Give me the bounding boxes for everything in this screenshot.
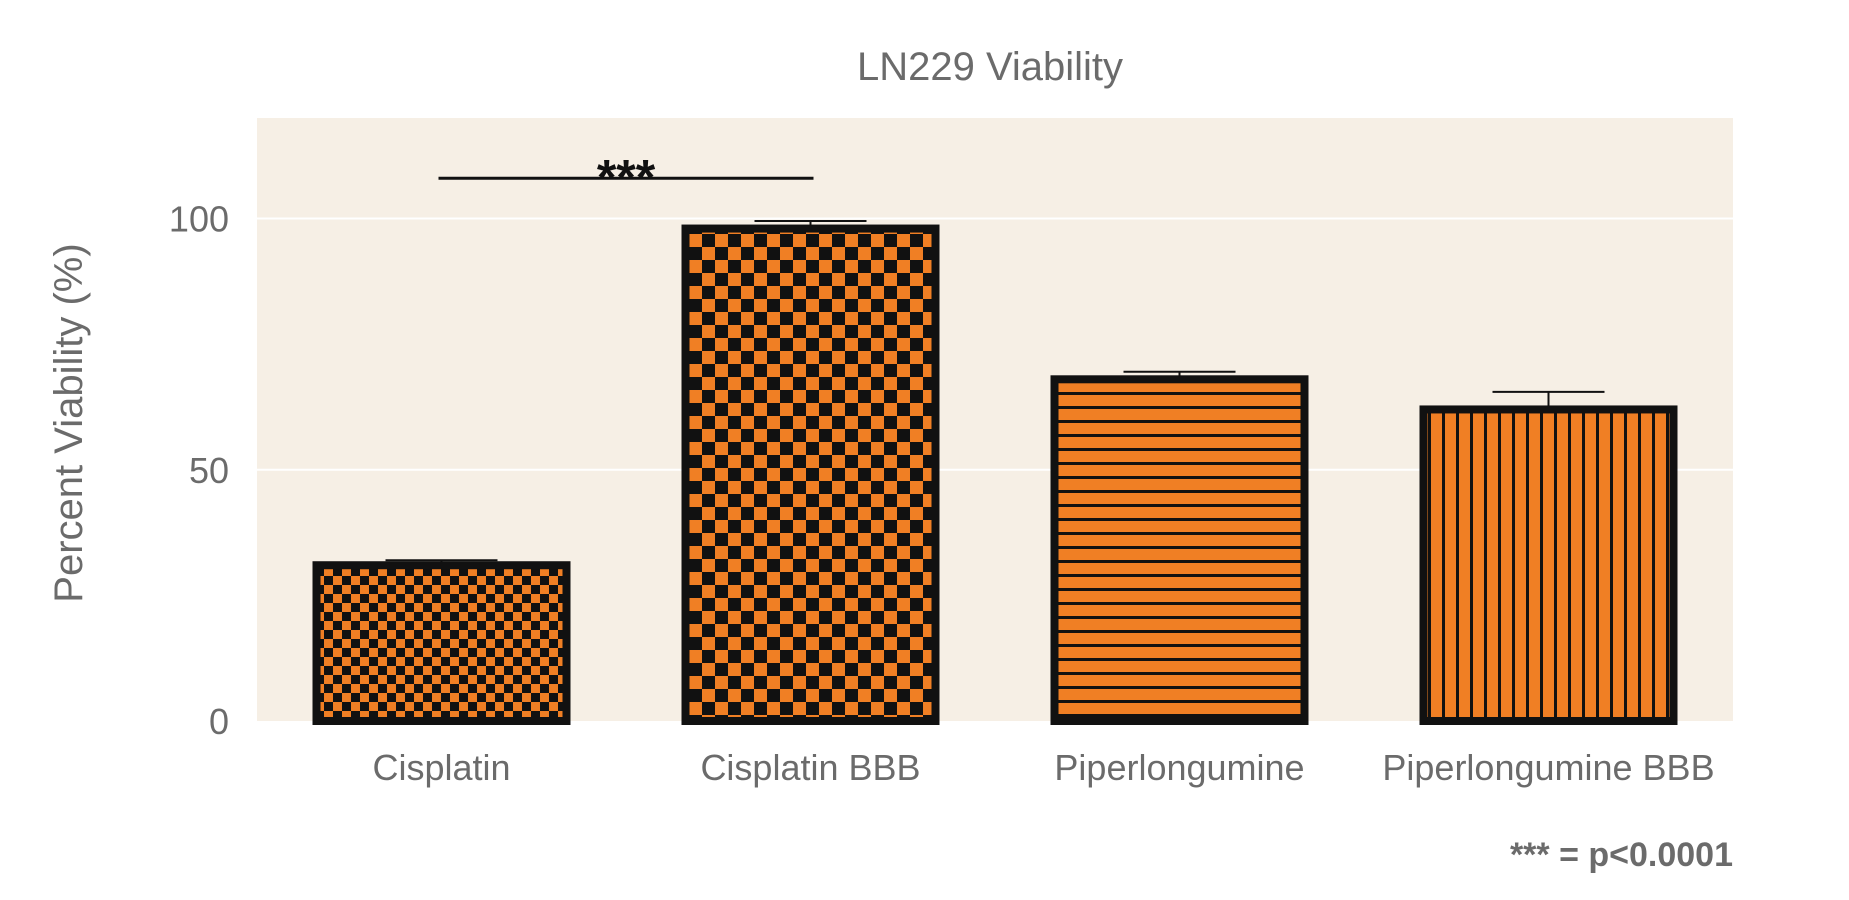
bar [1050, 375, 1309, 725]
y-tick-label: 100 [169, 199, 229, 240]
bar [681, 224, 940, 726]
y-tick-labels: 0 50 100 [169, 199, 229, 743]
x-category-label: Cisplatin BBB [700, 747, 920, 788]
x-category-labels: Cisplatin Cisplatin BBB Piperlongumine Pipe… [372, 747, 1714, 788]
bar [312, 561, 571, 725]
chart-title: LN229 Viability [857, 45, 1123, 89]
y-tick-label: 50 [189, 450, 229, 491]
bar [1419, 405, 1678, 725]
footnote: *** = p<0.0001 [1510, 836, 1733, 874]
x-category-label: Cisplatin [372, 747, 510, 788]
x-category-label: Piperlongumine [1054, 747, 1304, 788]
y-tick-label: 0 [209, 701, 229, 742]
bars [312, 220, 1678, 726]
significance-annotation: *** [438, 149, 814, 205]
y-axis-label: Percent Viability (%) [47, 243, 91, 602]
significance-stars: *** [597, 149, 656, 205]
x-category-label: Piperlongumine BBB [1382, 747, 1714, 788]
